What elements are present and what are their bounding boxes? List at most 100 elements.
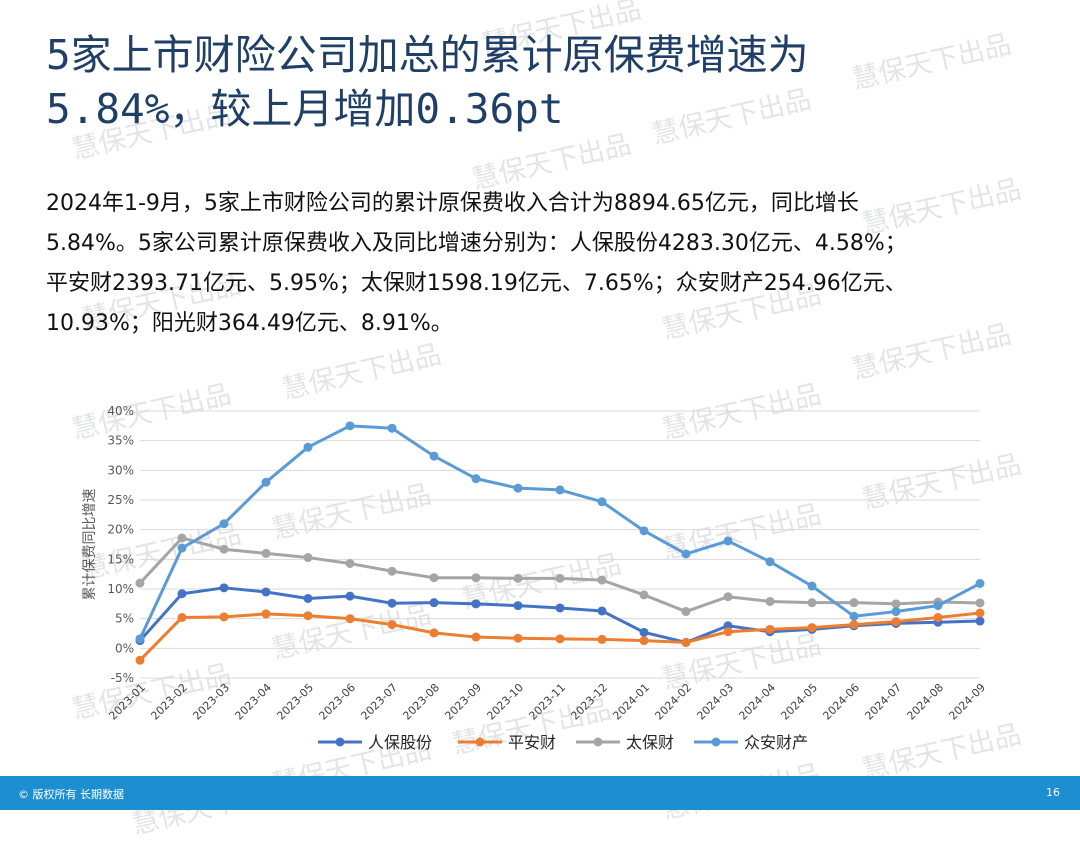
data-point bbox=[975, 608, 985, 618]
data-point bbox=[303, 611, 313, 621]
data-point bbox=[891, 617, 901, 627]
data-point bbox=[639, 627, 649, 637]
data-point bbox=[513, 601, 523, 611]
data-point bbox=[975, 616, 985, 626]
data-point bbox=[555, 634, 565, 644]
data-point bbox=[555, 573, 565, 583]
data-point bbox=[177, 533, 187, 543]
legend-marker bbox=[711, 737, 721, 747]
y-tick-label: 40% bbox=[107, 404, 134, 418]
data-point bbox=[513, 573, 523, 583]
data-point bbox=[849, 620, 859, 630]
summary-line-3: 平安财2393.71亿元、5.95%；太保财1598.19亿元、7.65%；众安… bbox=[46, 271, 907, 296]
data-point bbox=[303, 593, 313, 603]
y-tick-label: 20% bbox=[107, 523, 134, 537]
footer-bar: © 版权所有 长期数据 16 bbox=[0, 776, 1080, 810]
y-tick-label: 10% bbox=[107, 582, 134, 596]
data-point bbox=[807, 581, 817, 591]
data-point bbox=[177, 589, 187, 599]
data-point bbox=[429, 628, 439, 638]
data-point bbox=[177, 612, 187, 622]
page-title: 5家上市财险公司加总的累计原保费增速为 5.84%，较上月增加0.36pt bbox=[46, 28, 1046, 136]
data-point bbox=[261, 609, 271, 619]
y-tick-label: 30% bbox=[107, 463, 134, 477]
data-point bbox=[219, 612, 229, 622]
x-tick-label: 2023-12 bbox=[568, 681, 610, 723]
y-tick-label: -5% bbox=[111, 671, 134, 685]
page-title-line-2: 5.84%，较上月增加0.36pt bbox=[46, 85, 564, 133]
data-point bbox=[345, 614, 355, 624]
data-point bbox=[387, 566, 397, 576]
page-title-line-1: 5家上市财险公司加总的累计原保费增速为 bbox=[46, 31, 809, 79]
summary-line-1: 2024年1-9月，5家上市财险公司的累计原保费收入合计为8894.65亿元，同… bbox=[46, 191, 859, 216]
data-point bbox=[723, 536, 733, 546]
x-tick-label: 2024-08 bbox=[904, 681, 946, 723]
summary-line-2: 5.84%。5家公司累计原保费收入及同比增速分别为：人保股份4283.30亿元、… bbox=[46, 231, 907, 256]
data-point bbox=[555, 603, 565, 613]
x-tick-label: 2024-09 bbox=[946, 681, 988, 723]
data-point bbox=[471, 474, 481, 484]
data-point bbox=[471, 573, 481, 583]
x-tick-label: 2024-02 bbox=[652, 681, 694, 723]
data-point bbox=[429, 451, 439, 461]
data-point bbox=[849, 611, 859, 621]
data-point bbox=[597, 606, 607, 616]
x-tick-label: 2023-03 bbox=[190, 681, 232, 723]
page-number: 16 bbox=[1046, 786, 1060, 799]
x-tick-label: 2023-02 bbox=[148, 681, 190, 723]
data-point bbox=[177, 543, 187, 553]
x-tick-label: 2024-06 bbox=[820, 681, 862, 723]
data-point bbox=[681, 549, 691, 559]
data-point bbox=[429, 573, 439, 583]
legend-label: 人保股份 bbox=[368, 733, 432, 752]
y-tick-label: 35% bbox=[107, 434, 134, 448]
y-tick-label: 15% bbox=[107, 552, 134, 566]
x-tick-label: 2023-10 bbox=[484, 681, 526, 723]
data-point bbox=[723, 627, 733, 637]
data-point bbox=[345, 558, 355, 568]
data-point bbox=[933, 601, 943, 611]
data-point bbox=[513, 633, 523, 643]
data-point bbox=[765, 557, 775, 567]
data-point bbox=[975, 578, 985, 588]
x-tick-label: 2023-01 bbox=[106, 681, 148, 723]
legend-marker bbox=[475, 737, 485, 747]
x-tick-label: 2023-06 bbox=[316, 681, 358, 723]
data-point bbox=[471, 599, 481, 609]
x-tick-label: 2023-04 bbox=[232, 681, 274, 723]
data-point bbox=[135, 578, 145, 588]
data-point bbox=[933, 612, 943, 622]
data-point bbox=[219, 544, 229, 554]
y-axis-label: 累计保费同比增速 bbox=[82, 489, 98, 601]
data-point bbox=[975, 598, 985, 608]
summary-line-4: 10.93%；阳光财364.49亿元、8.91%。 bbox=[46, 311, 453, 336]
data-point bbox=[639, 590, 649, 600]
data-point bbox=[891, 607, 901, 617]
summary-paragraph: 2024年1-9月，5家上市财险公司的累计原保费收入合计为8894.65亿元，同… bbox=[46, 184, 1046, 344]
legend-label: 众安财产 bbox=[744, 733, 808, 752]
data-point bbox=[849, 598, 859, 608]
data-point bbox=[387, 423, 397, 433]
data-point bbox=[681, 637, 691, 647]
data-point bbox=[387, 620, 397, 630]
data-point bbox=[471, 632, 481, 642]
legend-label: 平安财 bbox=[508, 733, 556, 752]
x-tick-label: 2023-11 bbox=[526, 681, 568, 723]
y-tick-label: 25% bbox=[107, 493, 134, 507]
data-point bbox=[219, 519, 229, 529]
data-point bbox=[429, 598, 439, 608]
legend-marker bbox=[593, 737, 603, 747]
x-tick-label: 2023-08 bbox=[400, 681, 442, 723]
x-tick-label: 2024-01 bbox=[610, 681, 652, 723]
data-point bbox=[219, 583, 229, 593]
x-tick-label: 2023-09 bbox=[442, 681, 484, 723]
data-point bbox=[597, 575, 607, 585]
legend-marker bbox=[335, 737, 345, 747]
data-point bbox=[807, 623, 817, 633]
data-point bbox=[765, 624, 775, 634]
data-point bbox=[345, 421, 355, 431]
footer-copyright: © 版权所有 长期数据 bbox=[18, 788, 124, 801]
data-point bbox=[765, 596, 775, 606]
data-point bbox=[639, 526, 649, 536]
y-tick-label: 5% bbox=[115, 612, 134, 626]
